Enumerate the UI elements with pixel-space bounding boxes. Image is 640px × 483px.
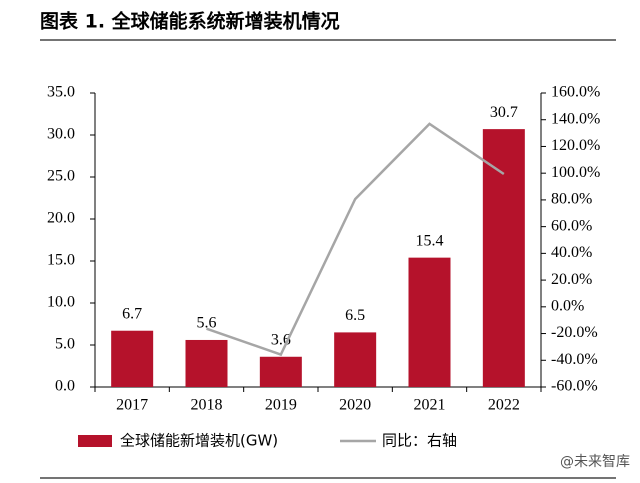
bar bbox=[408, 257, 451, 387]
x-tick-label: 2019 bbox=[265, 397, 297, 414]
legend-label: 同比：右轴 bbox=[382, 432, 457, 450]
y2-tick-label: 120.0% bbox=[551, 137, 600, 154]
y2-tick-label: 80.0% bbox=[551, 191, 592, 208]
y2-tick-label: 40.0% bbox=[551, 244, 592, 261]
x-tick-label: 2020 bbox=[339, 397, 371, 414]
y-tick-label: 5.0 bbox=[55, 336, 75, 353]
line bbox=[206, 122, 505, 357]
x-tick-label: 2018 bbox=[191, 397, 223, 414]
value-label: 15.4 bbox=[416, 232, 444, 249]
bar bbox=[111, 330, 154, 387]
y2-tick-label: -20.0% bbox=[551, 324, 598, 341]
legend-swatch bbox=[78, 435, 112, 447]
value-label: 5.6 bbox=[197, 315, 217, 332]
bar bbox=[334, 332, 377, 387]
value-label: 6.7 bbox=[122, 305, 142, 322]
y-tick-label: 0.0 bbox=[55, 378, 75, 395]
y-tick-label: 35.0 bbox=[47, 84, 75, 101]
value-label: 30.7 bbox=[490, 104, 518, 121]
y-tick-label: 15.0 bbox=[47, 252, 75, 269]
y2-tick-label: -60.0% bbox=[551, 378, 598, 395]
y2-tick-label: 100.0% bbox=[551, 164, 600, 181]
y-tick-label: 10.0 bbox=[47, 294, 75, 311]
y2-tick-label: 140.0% bbox=[551, 110, 600, 127]
chart-title: 图表 1. 全球储能系统新增装机情况 bbox=[40, 10, 340, 33]
bar bbox=[259, 356, 302, 387]
y2-tick-label: 20.0% bbox=[551, 271, 592, 288]
y-tick-label: 20.0 bbox=[47, 210, 75, 227]
y-tick-label: 30.0 bbox=[47, 126, 75, 143]
y2-tick-label: -40.0% bbox=[551, 351, 598, 368]
bar bbox=[482, 129, 525, 387]
bar bbox=[185, 339, 228, 387]
y2-tick-label: 160.0% bbox=[551, 84, 600, 101]
y2-tick-label: 0.0% bbox=[551, 297, 584, 314]
y-tick-label: 25.0 bbox=[47, 168, 75, 185]
x-tick-label: 2021 bbox=[414, 397, 446, 414]
value-label: 6.5 bbox=[345, 307, 365, 324]
x-tick-label: 2017 bbox=[116, 397, 148, 414]
x-tick-label: 2022 bbox=[488, 397, 520, 414]
legend-label: 全球储能新增装机(GW) bbox=[120, 432, 278, 450]
watermark: @未来智库 bbox=[560, 454, 630, 470]
y2-tick-label: 60.0% bbox=[551, 217, 592, 234]
